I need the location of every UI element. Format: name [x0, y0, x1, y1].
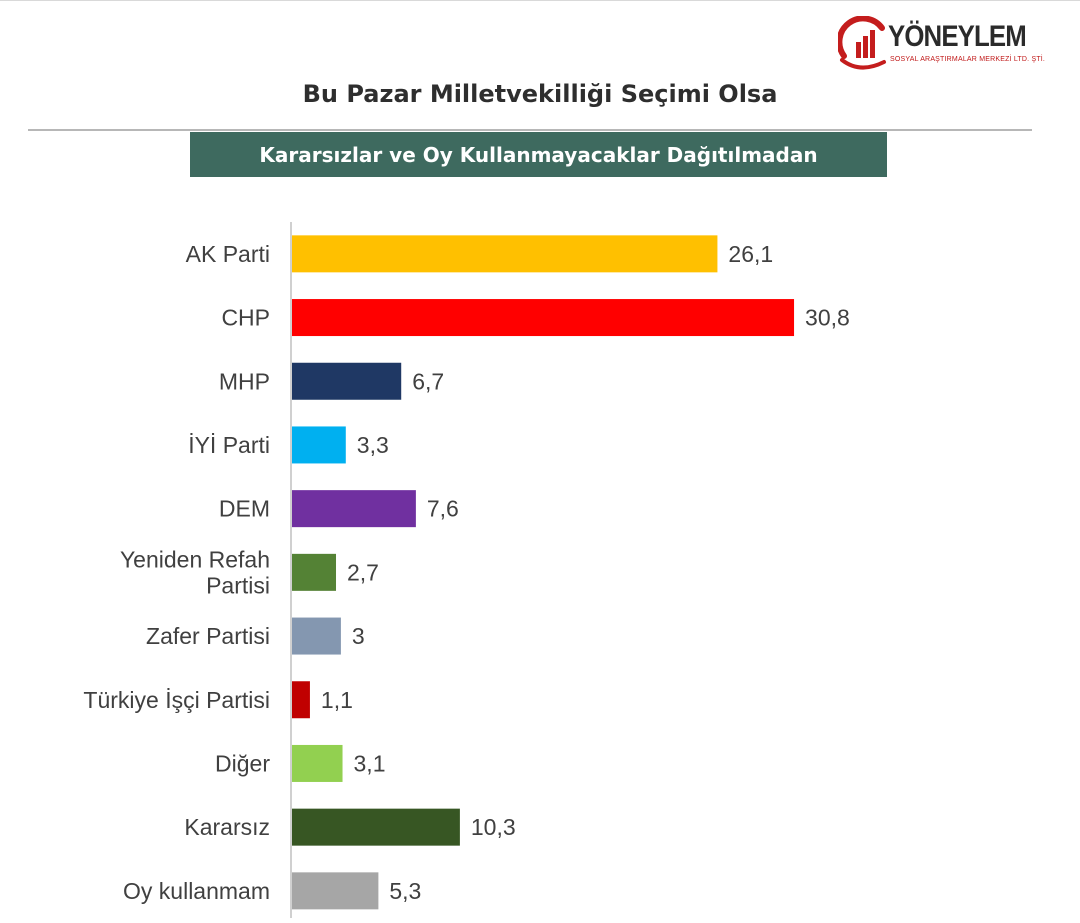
page-title: Bu Pazar Milletvekilliği Seçimi Olsa	[302, 80, 778, 108]
bar	[292, 872, 379, 910]
bar	[292, 617, 341, 655]
category-label: DEM	[219, 496, 270, 522]
logo-subtitle: SOSYAL ARAŞTIRMALAR MERKEZİ LTD. ŞTİ.	[890, 56, 1046, 63]
category-label: Zafer Partisi	[146, 623, 270, 649]
value-label: 26,1	[728, 241, 773, 267]
value-label: 6,7	[412, 368, 444, 394]
value-label: 3	[352, 623, 365, 649]
value-label: 10,3	[471, 814, 516, 840]
category-label: Kararsız	[184, 814, 270, 840]
category-label: CHP	[221, 305, 270, 331]
bar	[292, 426, 346, 464]
value-label: 3,1	[354, 750, 386, 776]
bar	[292, 681, 310, 719]
value-label: 30,8	[805, 305, 850, 331]
category-label: Yeniden Refah	[120, 546, 270, 572]
category-label: Diğer	[215, 750, 270, 776]
value-label: 7,6	[427, 496, 459, 522]
value-label: 5,3	[389, 878, 421, 904]
subtitle-banner: Kararsızlar ve Oy Kullanmayacaklar Dağıt…	[190, 132, 887, 177]
value-label: 2,7	[347, 559, 379, 585]
category-label: Türkiye İşçi Partisi	[83, 687, 270, 713]
bar	[292, 235, 718, 273]
category-label: İYİ Parti	[188, 432, 270, 458]
logo: YÖNEYLEM SOSYAL ARAŞTIRMALAR MERKEZİ LTD…	[838, 16, 1046, 74]
category-label: AK Parti	[186, 241, 270, 267]
subtitle-text: Kararsızlar ve Oy Kullanmayacaklar Dağıt…	[259, 142, 818, 167]
logo-mark-icon	[838, 16, 886, 70]
bar	[292, 553, 337, 591]
title-divider	[28, 129, 1032, 131]
bar	[292, 808, 460, 846]
bar	[292, 490, 416, 528]
value-label: 3,3	[357, 432, 389, 458]
logo-name: YÖNEYLEM	[888, 20, 1027, 53]
bar	[292, 362, 402, 400]
value-label: 1,1	[321, 687, 353, 713]
category-label: Oy kullanmam	[123, 878, 270, 904]
category-label: Partisi	[206, 572, 270, 598]
category-label: MHP	[219, 368, 270, 394]
bar	[292, 744, 343, 782]
top-border	[0, 0, 1080, 1]
bar	[292, 299, 795, 337]
